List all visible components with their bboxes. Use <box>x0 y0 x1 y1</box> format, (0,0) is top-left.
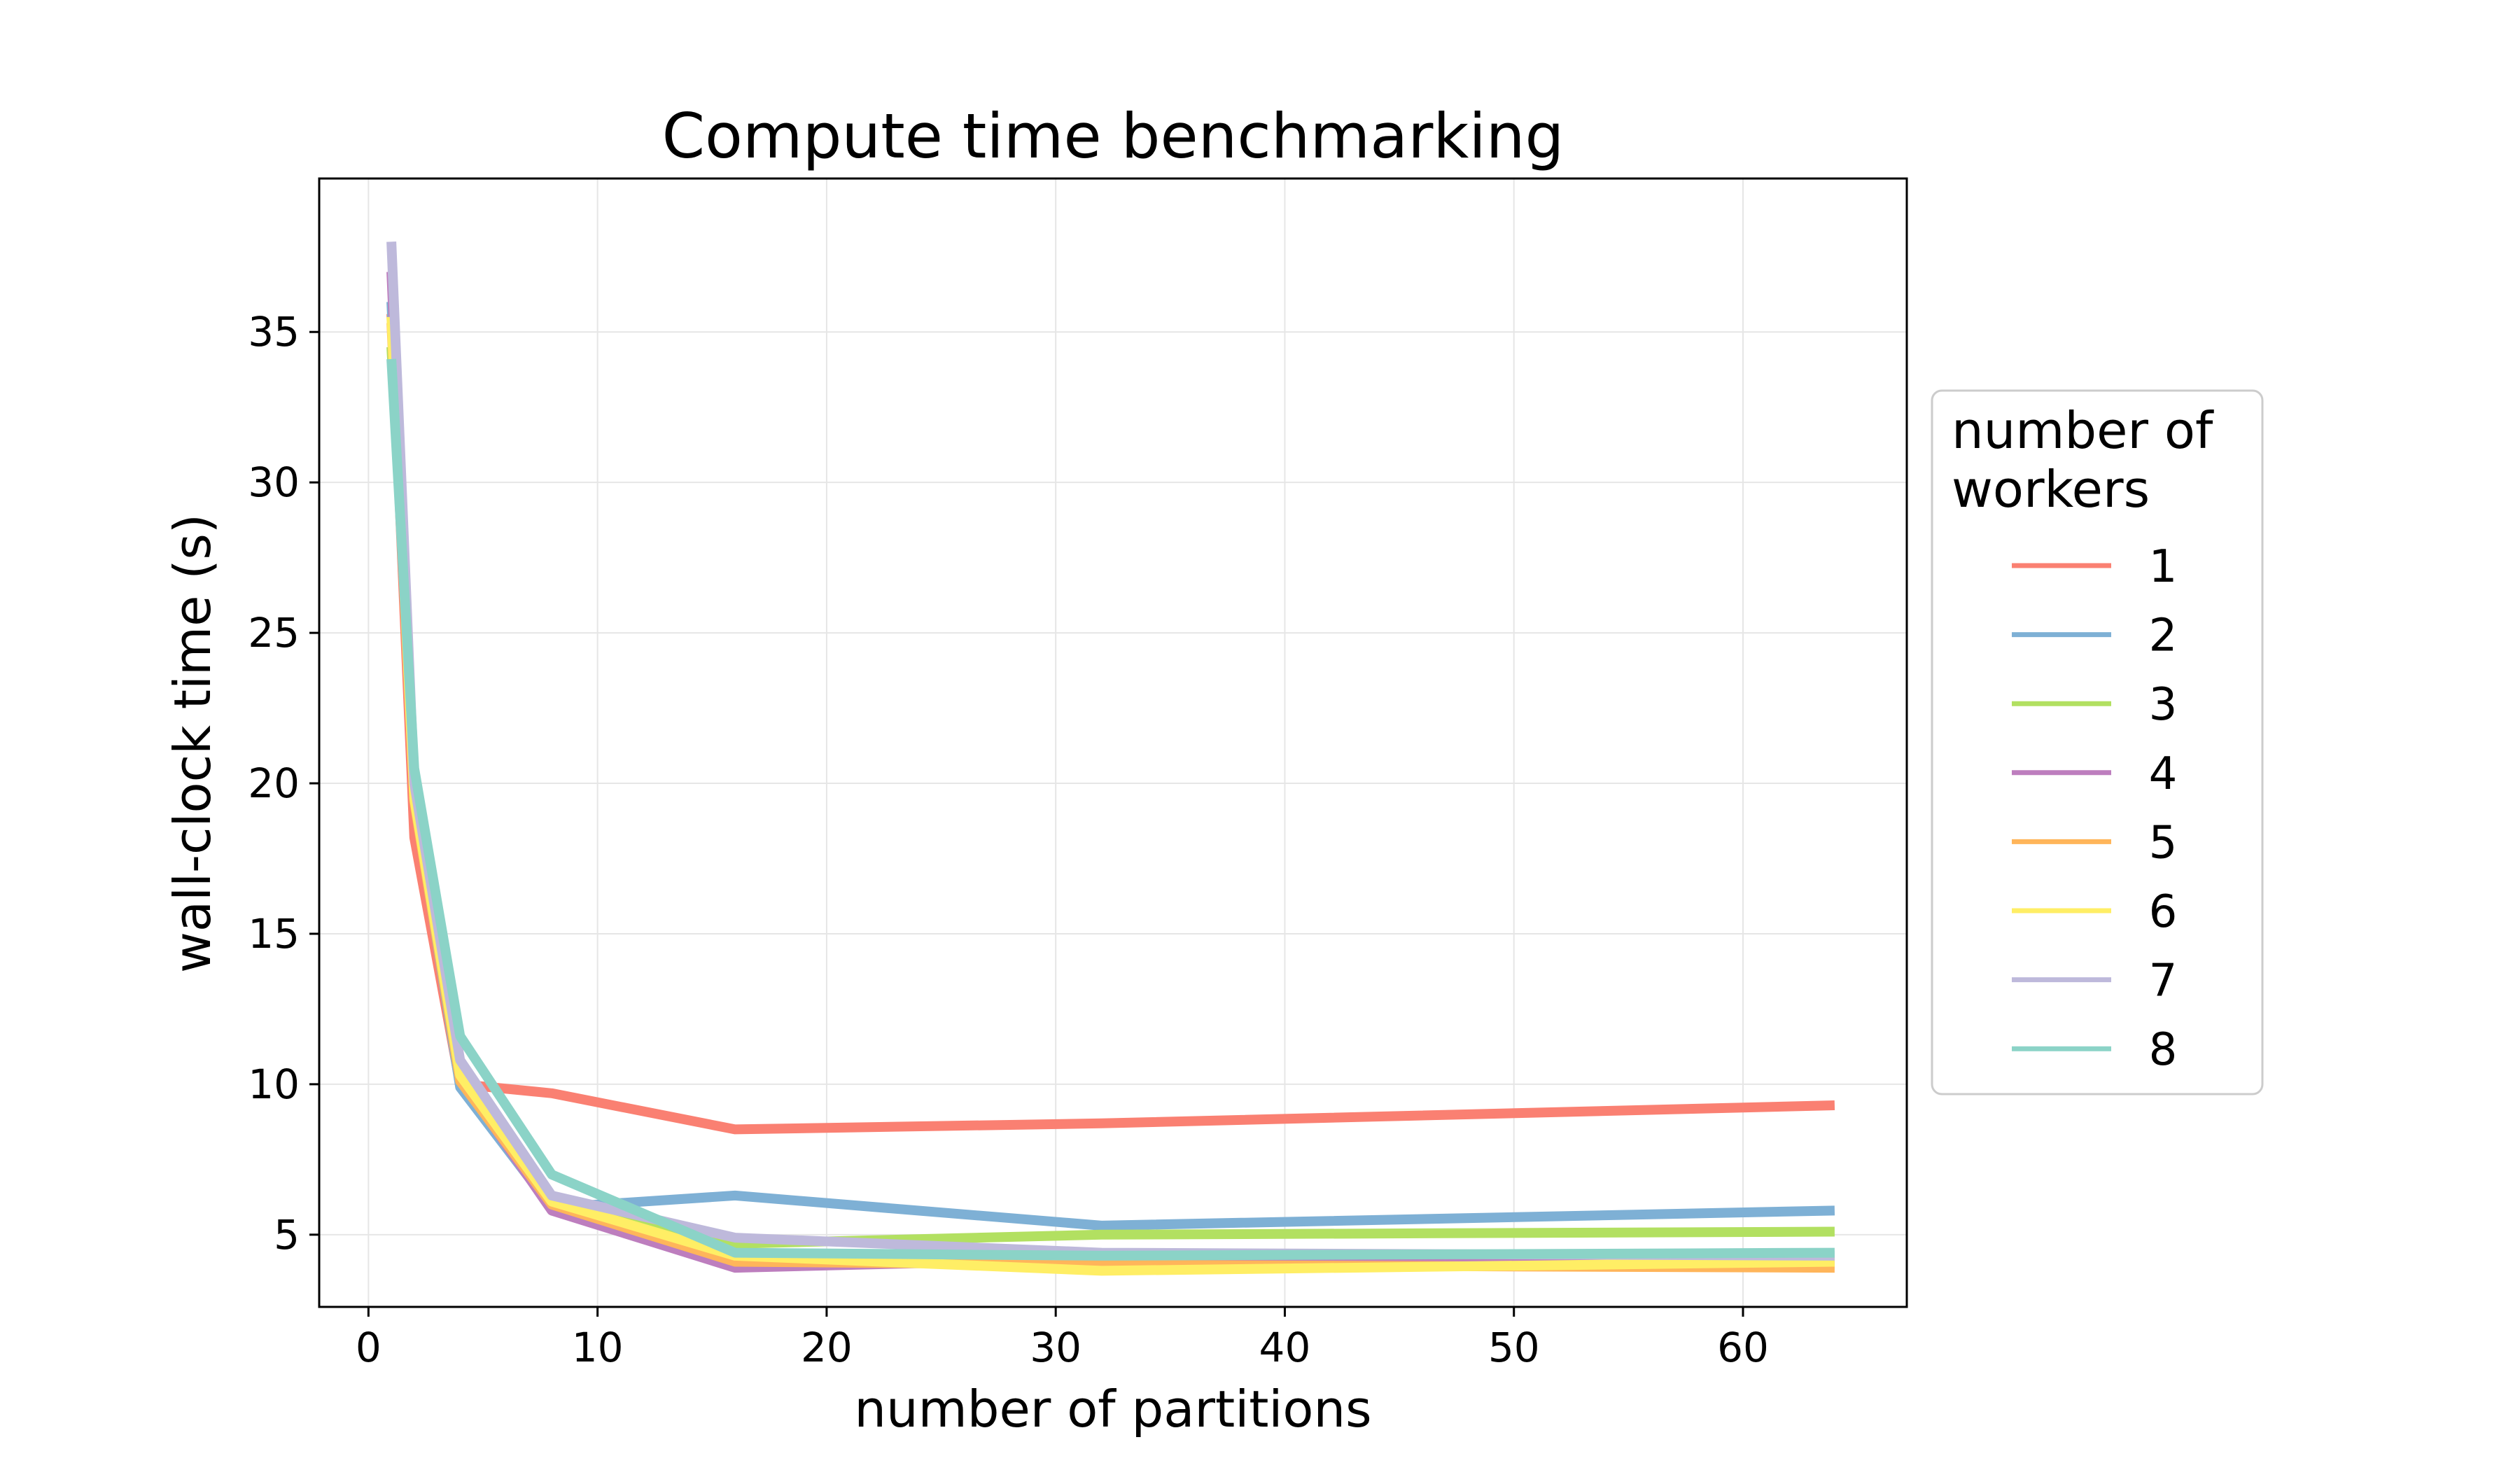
x-tick-label: 40 <box>1259 1324 1311 1371</box>
legend-label-5: 5 <box>2149 817 2178 869</box>
grid <box>319 178 1907 1307</box>
legend-title: number of workers <box>1952 401 2229 519</box>
x-axis-label: number of partitions <box>854 1380 1371 1438</box>
y-axis-label: wall-clock time (s) <box>163 514 222 973</box>
x-tick-label: 50 <box>1488 1324 1540 1371</box>
x-tick-label: 30 <box>1030 1324 1082 1371</box>
series-line-8 <box>386 358 1835 1261</box>
legend-label-7: 7 <box>2149 955 2178 1007</box>
x-tick-label: 10 <box>572 1324 624 1371</box>
legend-label-4: 4 <box>2149 748 2178 800</box>
legend: number of workers 1 2 3 4 5 6 7 8 <box>1931 389 2264 1096</box>
y-tick-label: 30 <box>248 458 300 506</box>
y-tick-label: 10 <box>248 1060 300 1108</box>
y-tick-label: 20 <box>248 760 300 807</box>
y-tick-label: 5 <box>274 1211 300 1259</box>
y-tick-label: 15 <box>248 910 300 958</box>
y-tick-label: 35 <box>248 308 300 356</box>
legend-label-8: 8 <box>2149 1024 2178 1076</box>
series-line-1 <box>386 314 1835 1135</box>
x-tick-label: 60 <box>1717 1324 1769 1371</box>
x-tick-label: 20 <box>801 1324 853 1371</box>
chart-title: Compute time benchmarking <box>662 100 1564 172</box>
x-tick-label: 0 <box>356 1324 382 1371</box>
legend-title-line-2: workers <box>1952 460 2150 519</box>
y-tick-label: 25 <box>248 609 300 657</box>
plot-frame <box>318 177 1908 1308</box>
series-lines <box>386 241 1835 1276</box>
legend-title-line-1: number of <box>1952 401 2214 460</box>
legend-label-1: 1 <box>2149 541 2178 593</box>
ticks: 0 10 20 30 40 50 60 5 10 15 20 25 30 35 <box>248 308 1769 1371</box>
series-line-2 <box>386 301 1835 1231</box>
legend-label-6: 6 <box>2149 886 2178 938</box>
legend-label-3: 3 <box>2149 679 2178 731</box>
legend-label-2: 2 <box>2149 610 2178 662</box>
legend-items: 1 2 3 4 5 6 7 8 <box>2012 541 2177 1076</box>
